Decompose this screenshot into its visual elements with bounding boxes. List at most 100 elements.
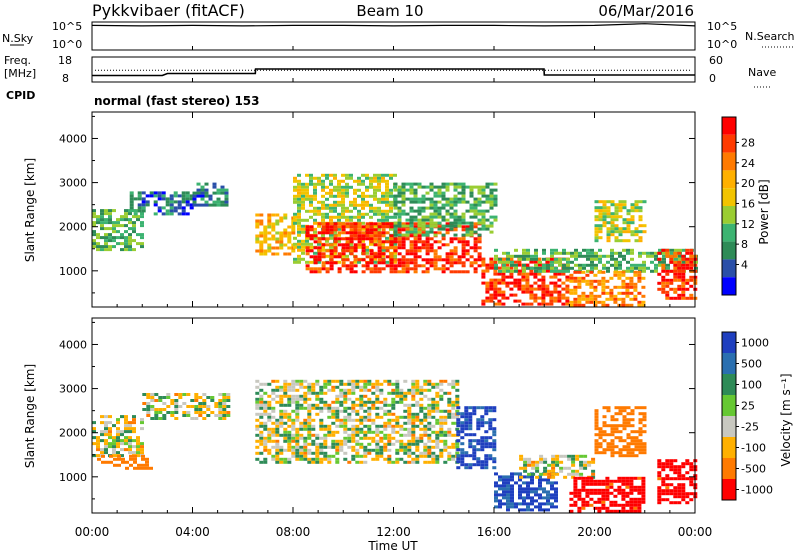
heatmap-cell: [353, 234, 358, 238]
heatmap-cell: [299, 448, 304, 452]
heatmap-cell: [329, 261, 334, 265]
heatmap-cell: [391, 382, 396, 386]
heatmap-cell: [509, 275, 514, 279]
heatmap-cell: [563, 454, 568, 458]
heatmap-cell: [685, 501, 690, 505]
heatmap-cell: [395, 451, 400, 455]
heatmap-cell: [634, 203, 639, 207]
heatmap-cell: [341, 249, 346, 253]
heatmap-cell: [365, 237, 370, 241]
heatmap-cell: [665, 474, 670, 478]
heatmap-cell: [538, 484, 542, 488]
heatmap-cell: [287, 415, 292, 419]
heatmap-cell: [538, 269, 542, 273]
heatmap-cell: [275, 433, 280, 437]
heatmap-cell: [666, 266, 670, 270]
heatmap-cell: [345, 194, 349, 198]
heatmap-cell: [549, 293, 554, 297]
heatmap-cell: [461, 218, 466, 222]
heatmap-cell: [313, 218, 317, 222]
heatmap-cell: [534, 254, 538, 258]
heatmap-cell: [345, 231, 350, 235]
heatmap-cell: [405, 197, 410, 201]
heatmap-cell: [447, 415, 452, 419]
heatmap-cell: [387, 409, 392, 413]
heatmap-cell: [369, 182, 373, 186]
heatmap-cell: [291, 225, 296, 229]
heatmap-cell: [626, 421, 631, 425]
heatmap-cell: [222, 399, 227, 402]
heatmap-cell: [385, 260, 389, 264]
heatmap-cell: [409, 200, 414, 204]
heatmap-cell: [481, 272, 486, 276]
heatmap-cell: [275, 439, 280, 443]
heatmap-cell: [359, 445, 364, 449]
heatmap-cell: [591, 457, 596, 461]
heatmap-cell: [267, 451, 272, 455]
heatmap-cell: [100, 439, 104, 443]
heatmap-cell: [367, 409, 372, 413]
heatmap-cell: [550, 496, 554, 500]
heatmap-cell: [109, 460, 113, 464]
heatmap-cell: [395, 418, 400, 422]
heatmap-cell: [485, 185, 490, 189]
colorbar-tick-label: -500: [741, 463, 766, 476]
heatmap-cell: [112, 245, 116, 249]
heatmap-cell: [373, 264, 378, 268]
heatmap-cell: [132, 230, 136, 234]
heatmap-cell: [585, 503, 590, 507]
heatmap-cell: [441, 267, 446, 271]
heatmap-cell: [224, 200, 229, 204]
heatmap-cell: [255, 225, 260, 229]
heatmap-cell: [590, 260, 594, 264]
heatmap-cell: [309, 197, 313, 201]
heatmap-cell: [673, 468, 678, 472]
heatmap-cell: [124, 212, 128, 216]
heatmap-cell: [419, 439, 424, 443]
heatmap-cell: [431, 451, 436, 455]
heatmap-cell: [657, 257, 662, 261]
heatmap-cell: [634, 436, 639, 440]
heatmap-cell: [618, 230, 623, 234]
heatmap-cell: [333, 206, 337, 210]
heatmap-cell: [537, 302, 542, 306]
heatmap-cell: [355, 460, 360, 464]
heatmap-cell: [598, 206, 603, 210]
heatmap-cell: [559, 466, 564, 470]
heatmap-cell: [275, 442, 280, 446]
heatmap-cell: [349, 215, 353, 219]
heatmap-cell: [291, 451, 296, 455]
heatmap-cell: [263, 445, 268, 449]
heatmap-cell: [665, 483, 670, 487]
heatmap-cell: [477, 221, 482, 225]
heatmap-cell: [497, 290, 502, 294]
heatmap-cell: [589, 479, 594, 483]
heatmap-cell: [669, 501, 674, 505]
heatmap-cell: [96, 454, 100, 458]
heatmap-cell: [630, 266, 634, 270]
heatmap-cell: [275, 231, 280, 235]
heatmap-cell: [505, 263, 510, 267]
heatmap-cell: [626, 212, 631, 216]
heatmap-cell: [510, 484, 514, 488]
heatmap-cell: [447, 412, 452, 416]
heatmap-cell: [642, 445, 647, 449]
heatmap-cell: [271, 415, 276, 419]
heatmap-cell: [393, 246, 398, 250]
heatmap-cell: [137, 194, 142, 198]
heatmap-cell: [577, 476, 582, 480]
heatmap-cell: [681, 477, 686, 481]
heatmap-cell: [429, 212, 434, 216]
heatmap-cell: [407, 460, 412, 464]
heatmap-cell: [550, 502, 554, 506]
heatmap-cell: [549, 257, 554, 261]
heatmap-cell: [669, 287, 674, 291]
heatmap-cell: [464, 412, 469, 416]
heatmap-cell: [287, 234, 292, 238]
heatmap-cell: [413, 267, 418, 271]
heatmap-cell: [618, 424, 623, 428]
heatmap-cell: [461, 240, 466, 244]
heatmap-cell: [449, 227, 454, 231]
heatmap-cell: [594, 224, 599, 228]
heatmap-cell: [685, 266, 690, 270]
